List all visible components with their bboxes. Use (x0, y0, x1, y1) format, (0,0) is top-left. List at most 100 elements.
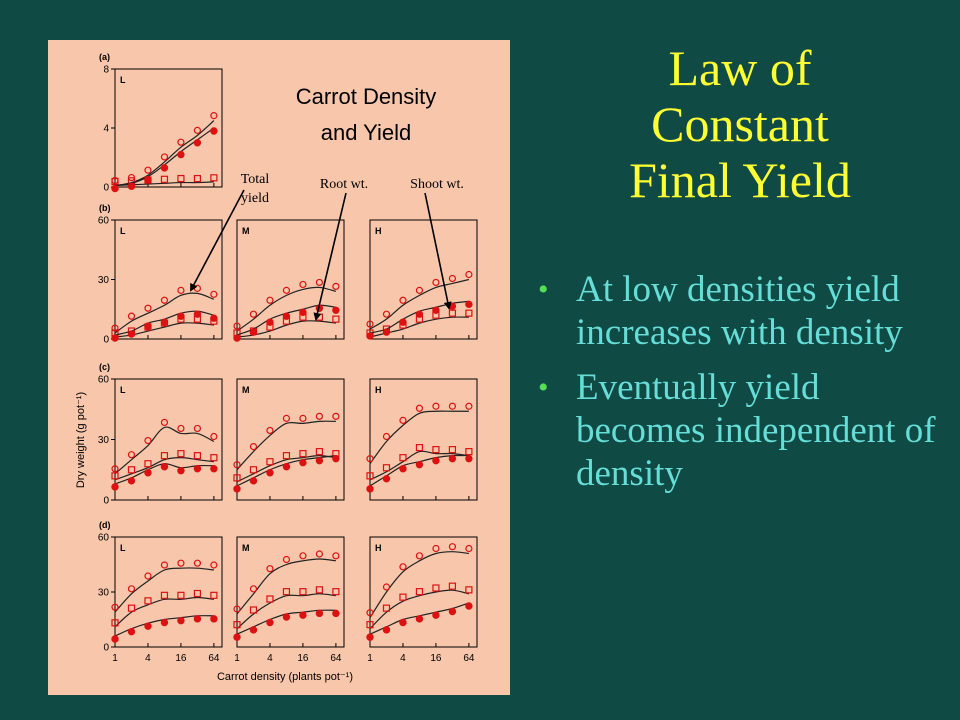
shoot-wt-point (415, 588, 424, 596)
root-wt-point (144, 322, 152, 330)
root-wt-point (266, 318, 274, 326)
total-curve (236, 286, 337, 332)
root-wt-point (177, 467, 185, 475)
total-yield-point (399, 416, 407, 424)
root-wt-point (332, 454, 340, 463)
annotation-shoot-wt: Shoot wt. (410, 177, 464, 192)
panel-group-label: (d) (99, 520, 111, 530)
panel-frame (369, 219, 478, 340)
y-tick-label: 60 (98, 533, 110, 544)
total-yield-point (127, 451, 136, 459)
shoot-wt-point (299, 450, 307, 458)
shoot-wt-point (193, 589, 202, 598)
panel-frame (369, 378, 478, 501)
total-curve (114, 426, 215, 475)
x-tick-label: 1 (367, 653, 373, 664)
y-tick-label: 30 (98, 588, 110, 599)
root-wt-point (432, 611, 440, 619)
shoot-wt-point (382, 464, 391, 472)
figure-title-line: and Yield (321, 120, 412, 145)
total-yield-point (177, 286, 185, 294)
panel-frame (369, 536, 478, 648)
figure-title-line: Carrot Density (296, 84, 437, 109)
total-yield-point (432, 402, 440, 410)
total-yield-point (282, 555, 291, 564)
total-yield-point (448, 543, 457, 551)
y-axis-label: Dry weight (g pot⁻¹) (75, 392, 87, 488)
panel-frame (236, 378, 345, 501)
root-wt-point (399, 465, 407, 473)
y-tick-label: 30 (98, 435, 110, 446)
total-yield-point (266, 296, 274, 304)
y-tick-label: 30 (98, 275, 110, 286)
total-yield-point (177, 138, 185, 146)
shoot-wt-point (160, 591, 169, 599)
root-wt-point (315, 456, 324, 465)
shoot-curve (236, 455, 336, 483)
total-yield-point (144, 572, 152, 580)
total-yield-point (366, 320, 374, 328)
root-wt-point (160, 463, 169, 471)
total-yield-point (111, 603, 119, 611)
bullet-list: • At low densities yield increases with d… (538, 268, 948, 507)
shoot-wt-point (448, 582, 457, 590)
total-curve (369, 278, 470, 330)
panel-label: H (375, 226, 382, 236)
shoot-wt-point (332, 588, 340, 596)
total-yield-point (177, 559, 185, 567)
x-tick-label: 4 (400, 653, 406, 664)
total-yield-point (415, 286, 424, 294)
total-curve (236, 420, 336, 471)
shoot-wt-point (465, 586, 473, 594)
shoot-curve (114, 457, 214, 481)
total-yield-point (382, 583, 391, 591)
total-yield-point (233, 322, 241, 330)
total-yield-point (282, 286, 291, 294)
root-wt-point (415, 460, 424, 469)
shoot-wt-point (332, 315, 340, 323)
x-axis-label: Carrot density (plants pot⁻¹) (217, 671, 353, 683)
shoot-curve (369, 589, 470, 630)
title-line: Law of (668, 40, 812, 96)
root-wt-point (160, 618, 169, 627)
bullet-text: Eventually yield becomes independent of … (576, 367, 936, 494)
shoot-curve (369, 450, 469, 481)
root-wt-point (193, 139, 202, 147)
total-yield-point (193, 559, 202, 567)
shoot-wt-point (177, 450, 185, 458)
shoot-curve (236, 593, 336, 630)
arrow-root-wt (313, 192, 347, 321)
root-wt-point (382, 328, 391, 336)
root-wt-point (382, 626, 391, 634)
root-wt-point (299, 308, 307, 316)
total-yield-point (266, 426, 274, 435)
total-yield-point (127, 312, 136, 320)
shoot-wt-point (210, 174, 218, 182)
total-yield-point (282, 414, 291, 422)
root-wt-point (127, 477, 136, 485)
root-wt-point (415, 615, 424, 623)
total-yield-point (210, 112, 218, 120)
shoot-wt-point (160, 175, 169, 183)
total-yield-point (432, 544, 440, 553)
root-wt-point (177, 150, 185, 159)
total-yield-point (315, 412, 324, 420)
y-tick-label: 0 (103, 183, 109, 194)
panel-label: M (242, 543, 250, 553)
shoot-wt-point (282, 588, 291, 596)
shoot-wt-point (249, 466, 258, 474)
total-yield-point (233, 461, 241, 469)
root-wt-point (160, 164, 169, 172)
total-yield-point (144, 304, 152, 312)
shoot-wt-point (210, 591, 218, 599)
shoot-wt-point (432, 584, 440, 592)
root-wt-point (399, 618, 407, 627)
total-yield-point (160, 418, 169, 426)
arrow-total-yield (190, 189, 245, 292)
root-wt-point (332, 306, 340, 314)
root-wt-point (465, 454, 473, 463)
root-wt-point (282, 613, 291, 621)
bullet-marker-icon: • (538, 371, 549, 404)
panel-label: M (242, 226, 250, 236)
root-wt-point (299, 458, 307, 467)
